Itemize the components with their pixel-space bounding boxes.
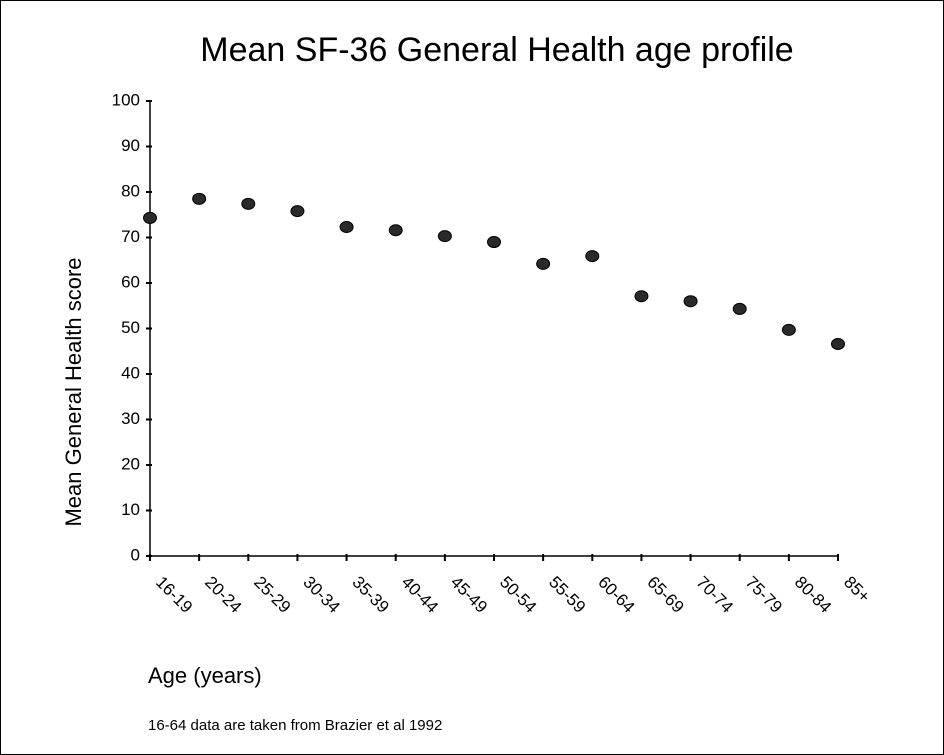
y-tick-label: 50 (121, 318, 140, 337)
y-tick-label: 100 (112, 90, 140, 109)
point (241, 197, 256, 210)
y-axis-label: Mean General Health score (61, 257, 86, 526)
point (290, 205, 305, 218)
point (192, 192, 207, 205)
point (831, 337, 845, 350)
y-tick-label: 20 (121, 454, 140, 473)
point (487, 236, 501, 249)
y-tick-label: 60 (121, 272, 140, 291)
point (732, 302, 747, 315)
note: 16-64 data are taken from Brazier et al … (148, 717, 442, 734)
point (339, 221, 354, 234)
point (585, 250, 600, 263)
point (536, 257, 551, 270)
point (143, 211, 157, 224)
y-tick-label: 90 (121, 136, 140, 155)
point (388, 224, 403, 237)
y-tick-label: 80 (121, 181, 140, 200)
y-tick-label: 70 (121, 227, 140, 246)
y-tick-label: 30 (121, 409, 140, 428)
point (683, 295, 698, 308)
y-tick-label: 40 (121, 363, 140, 382)
point (437, 230, 452, 243)
y-tick-label: 10 (121, 500, 140, 519)
x-axis-label: Age (years) (148, 663, 262, 688)
point (781, 323, 796, 336)
point (634, 290, 649, 303)
y-tick-label: 0 (131, 545, 140, 564)
chart-title: Mean SF-36 General Health age profile (200, 31, 793, 69)
